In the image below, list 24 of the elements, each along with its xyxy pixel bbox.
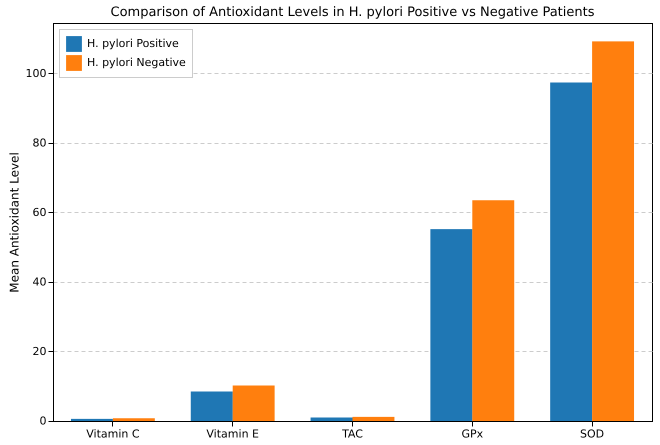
legend-label: H. pylori Negative [87,56,186,69]
legend-label: H. pylori Positive [87,37,180,50]
x-tick-label: GPx [461,428,484,440]
y-tick-label: 40 [32,275,46,288]
x-tick-label: TAC [341,428,364,440]
x-tick-label: Vitamin E [206,428,260,440]
y-tick-label: 100 [26,66,46,80]
chart-title: Comparison of Antioxidant Levels in H. pylori Positive vs Negative Patients [110,5,595,20]
bar [190,391,233,421]
x-tick-label: SOD [580,428,604,440]
bar [550,82,592,421]
y-tick-label: 0 [40,414,46,428]
bar [352,416,394,421]
y-tick-label: 80 [32,136,46,150]
bar [430,229,472,421]
y-tick-label: 60 [32,206,46,219]
bar [472,200,514,421]
bar [310,418,352,421]
y-tick-label: 20 [32,344,46,358]
x-tick-label: Vitamin C [86,428,140,440]
bar [232,386,275,421]
y-axis-title: Mean Antioxidant Level [8,152,22,293]
bar [112,418,155,421]
bar [592,41,634,421]
